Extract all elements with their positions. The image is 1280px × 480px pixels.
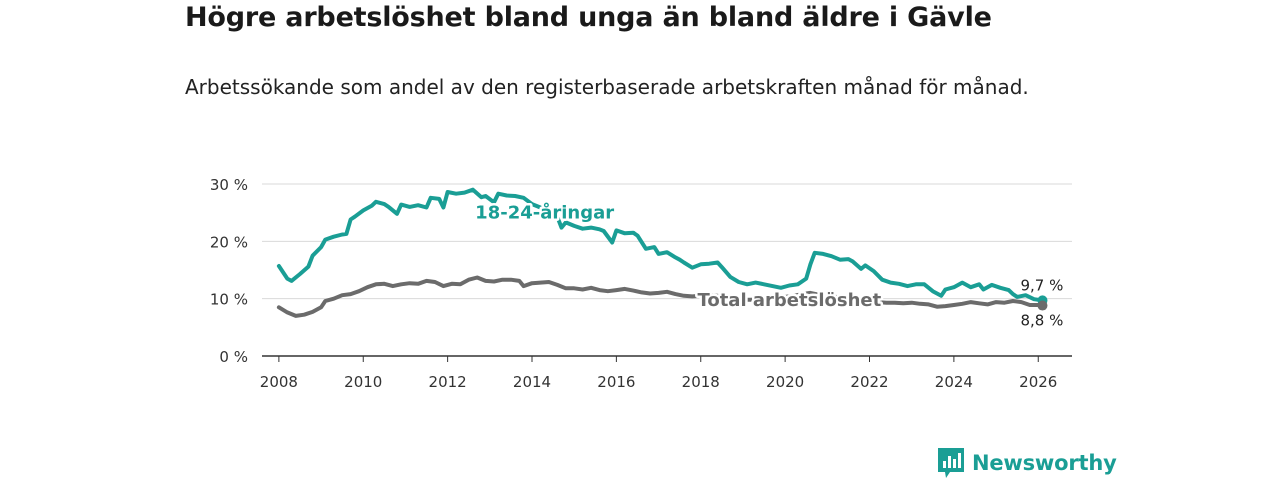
x-tick-label: 2014	[513, 373, 551, 391]
chart-title: Högre arbetslöshet bland unga än bland ä…	[185, 2, 992, 33]
youth-end-value-label: 9,7 %	[1020, 276, 1063, 294]
x-tick-label: 2016	[597, 373, 635, 391]
x-tick-label: 2008	[260, 373, 298, 391]
youth-series-label: 18-24-åringar	[475, 202, 614, 224]
total-series-label: Total arbetslöshet	[697, 290, 881, 311]
youth-series-line	[276, 187, 1045, 303]
y-tick-label: 30 %	[210, 176, 248, 194]
x-tick-label: 2026	[1019, 373, 1057, 391]
y-tick-label: 0 %	[219, 348, 248, 366]
x-tick-label: 2018	[682, 373, 720, 391]
x-tick-label: 2012	[429, 373, 467, 391]
newsworthy-logo[interactable]: Newsworthy	[938, 447, 1117, 479]
total-end-value-label: 8,8 %	[1020, 312, 1063, 330]
x-tick-label: 2020	[766, 373, 804, 391]
x-tick-label: 2022	[850, 373, 888, 391]
x-tick-label: 2024	[935, 373, 973, 391]
y-tick-label: 20 %	[210, 233, 248, 251]
x-tick-label: 2010	[344, 373, 382, 391]
total-series-line	[276, 275, 1045, 318]
chart-subtitle: Arbetssökande som andel av den registerb…	[185, 75, 1029, 99]
total-end-marker	[1037, 300, 1048, 311]
bar-chart-logo-icon	[938, 448, 964, 478]
brand-name: Newsworthy	[972, 451, 1117, 475]
y-tick-label: 10 %	[210, 291, 248, 309]
